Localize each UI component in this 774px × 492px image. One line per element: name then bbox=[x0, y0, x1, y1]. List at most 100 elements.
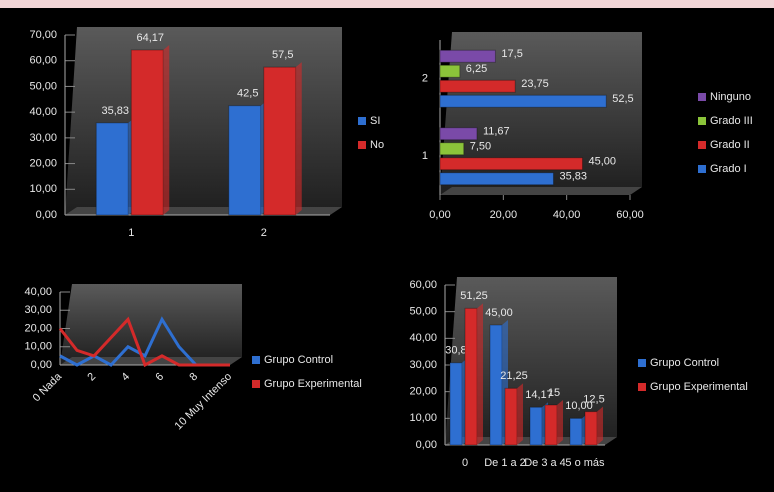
value-label: 45,00 bbox=[485, 307, 513, 319]
bar bbox=[439, 64, 461, 78]
bar bbox=[263, 66, 297, 216]
y-tick-label: 40,00 bbox=[24, 286, 52, 298]
value-label: 12,5 bbox=[583, 394, 604, 406]
value-label: 15 bbox=[548, 387, 560, 399]
bar bbox=[439, 79, 516, 93]
bar-side bbox=[295, 62, 302, 216]
value-label: 17,5 bbox=[501, 48, 522, 60]
bar bbox=[95, 122, 129, 216]
bar bbox=[529, 406, 543, 446]
legend-swatch bbox=[638, 383, 646, 391]
legend-swatch bbox=[698, 165, 706, 173]
legend-swatch bbox=[358, 141, 366, 149]
x-tick-label: 40,00 bbox=[553, 209, 581, 221]
x-tick-label: 2 bbox=[261, 227, 267, 239]
bar-side bbox=[597, 406, 603, 445]
legend-swatch bbox=[698, 93, 706, 101]
bar bbox=[439, 157, 583, 171]
y-tick-label: 20,00 bbox=[24, 322, 52, 334]
value-label: 35,83 bbox=[559, 171, 587, 183]
y-tick-label: 50,00 bbox=[29, 80, 57, 92]
bar bbox=[489, 324, 503, 446]
legend-label: Grupo Experimental bbox=[264, 378, 362, 390]
bar bbox=[504, 387, 518, 446]
legend-label: No bbox=[370, 139, 384, 151]
plot-floor bbox=[440, 187, 642, 195]
y-tick-label: 60,00 bbox=[29, 55, 57, 67]
value-label: 35,83 bbox=[101, 105, 129, 117]
bar bbox=[584, 411, 598, 446]
y-tick-label: 2 bbox=[422, 73, 428, 85]
value-label: 52,5 bbox=[612, 93, 633, 105]
y-tick-label: 40,00 bbox=[29, 106, 57, 118]
legend-swatch bbox=[252, 380, 260, 388]
x-tick-label: 20,00 bbox=[490, 209, 518, 221]
y-tick-label: 1 bbox=[422, 150, 428, 162]
plot-wall bbox=[445, 277, 617, 445]
y-tick-label: 30,00 bbox=[409, 359, 437, 371]
value-label: 45,00 bbox=[589, 156, 617, 168]
bar bbox=[439, 49, 496, 63]
value-label: 11,67 bbox=[483, 126, 510, 138]
value-label: 21,25 bbox=[500, 370, 528, 382]
y-tick-label: 0,00 bbox=[36, 209, 57, 221]
value-label: 6,25 bbox=[466, 63, 487, 75]
legend-label: SI bbox=[370, 115, 380, 127]
bar bbox=[228, 105, 262, 216]
y-tick-label: 10,00 bbox=[29, 183, 57, 195]
value-label: 23,75 bbox=[521, 78, 549, 90]
bar bbox=[439, 127, 478, 141]
y-tick-label: 60,00 bbox=[409, 279, 437, 291]
legend-swatch bbox=[698, 141, 706, 149]
legend-swatch bbox=[252, 356, 260, 364]
bar-side bbox=[477, 303, 483, 445]
bar-side bbox=[517, 383, 523, 445]
legend-label: Grado I bbox=[710, 163, 747, 175]
x-tick-label: De 1 a 2 bbox=[484, 457, 526, 469]
x-tick-label: 60,00 bbox=[616, 209, 644, 221]
y-tick-label: 40,00 bbox=[409, 332, 437, 344]
x-tick-label: De 3 a 4 bbox=[524, 457, 566, 469]
value-label: 51,25 bbox=[460, 290, 488, 302]
x-tick-label: 0 bbox=[462, 457, 468, 469]
y-tick-label: 10,00 bbox=[409, 412, 437, 424]
value-label: 57,5 bbox=[272, 49, 293, 61]
line bbox=[58, 316, 230, 368]
y-tick-label: 0,00 bbox=[31, 359, 52, 371]
y-tick-label: 70,00 bbox=[29, 29, 57, 41]
bar bbox=[464, 307, 478, 446]
legend-label: Grado III bbox=[710, 115, 753, 127]
y-tick-label: 50,00 bbox=[409, 306, 437, 318]
y-tick-label: 30,00 bbox=[29, 132, 57, 144]
legend-label: Grupo Control bbox=[650, 357, 719, 369]
legend-swatch bbox=[698, 117, 706, 125]
bar bbox=[449, 362, 463, 446]
bar-side bbox=[557, 400, 563, 445]
legend-label: Grupo Control bbox=[264, 354, 333, 366]
bar-side bbox=[163, 44, 170, 216]
bar bbox=[569, 417, 583, 446]
bar bbox=[439, 94, 607, 108]
bar bbox=[544, 404, 558, 446]
value-label: 10,00 bbox=[565, 400, 593, 412]
legend-swatch bbox=[638, 359, 646, 367]
value-label: 7,50 bbox=[470, 141, 491, 153]
y-tick-label: 0,00 bbox=[416, 439, 437, 451]
legend-label: Ninguno bbox=[710, 91, 751, 103]
bar bbox=[130, 49, 164, 216]
x-tick-label: 5 o más bbox=[565, 457, 605, 469]
top-strip bbox=[0, 0, 774, 8]
x-tick-label: 1 bbox=[128, 227, 134, 239]
y-tick-label: 20,00 bbox=[409, 386, 437, 398]
legend-label: Grupo Experimental bbox=[650, 381, 748, 393]
bar bbox=[439, 172, 554, 186]
bar bbox=[439, 142, 465, 156]
value-label: 14,17 bbox=[525, 389, 553, 401]
legend-swatch bbox=[358, 117, 366, 125]
y-tick-label: 10,00 bbox=[24, 341, 52, 353]
legend-label: Grado II bbox=[710, 139, 750, 151]
y-tick-label: 20,00 bbox=[29, 157, 57, 169]
x-tick-label: 0,00 bbox=[429, 209, 450, 221]
